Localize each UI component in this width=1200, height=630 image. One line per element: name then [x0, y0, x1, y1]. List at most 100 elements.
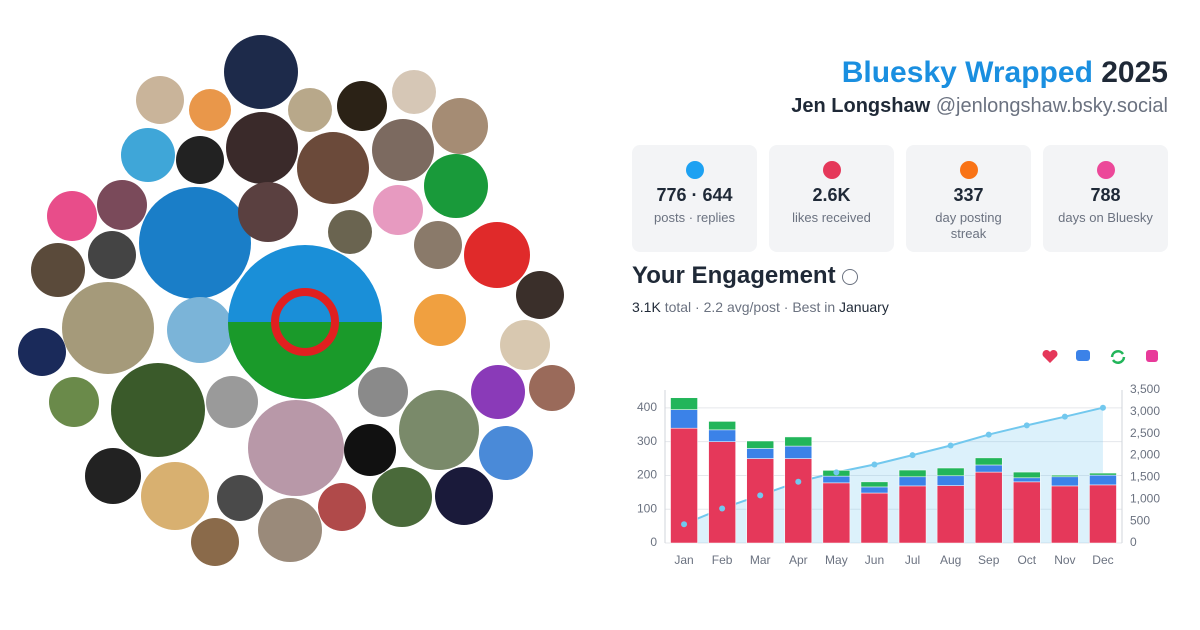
year: 2025 — [1101, 56, 1168, 89]
line-point — [795, 478, 802, 485]
stat-card: 776 · 644 posts · replies — [632, 145, 757, 252]
user-name: Jen Longshaw — [791, 95, 931, 117]
stat-icon — [822, 161, 841, 179]
bar-segment — [746, 458, 774, 544]
x-tick-label: Jul — [905, 553, 920, 567]
total: 3.1K — [632, 299, 661, 315]
bar-segment — [974, 464, 1003, 473]
bar-segment — [746, 440, 774, 449]
stat-value: 337 — [953, 185, 984, 205]
bar-segment — [860, 486, 889, 494]
summary: 3.1K total · 2.2 avg/post · Best in Janu… — [632, 299, 889, 315]
bar-segment — [708, 429, 736, 442]
bar-segment — [670, 397, 698, 410]
bar-segment — [1051, 485, 1079, 544]
bar-segment — [784, 458, 813, 544]
x-tick-label: Mar — [750, 553, 771, 567]
best-month: January — [839, 299, 889, 315]
line-point — [757, 492, 764, 499]
x-tick-label: Nov — [1054, 553, 1075, 567]
stat-icon — [959, 161, 978, 179]
stat-label: posts · replies — [654, 210, 735, 225]
x-tick-label: Oct — [1017, 553, 1036, 567]
section-title: Your Engagement — [632, 262, 859, 290]
bar-segment — [670, 409, 698, 429]
bar-segment — [784, 436, 813, 447]
stat-value: 788 — [1090, 185, 1121, 205]
avatar-cloud — [18, 35, 575, 566]
stat-label: likes received — [792, 210, 871, 225]
user: Jen Longshaw @jenlongshaw.bsky.social — [791, 95, 1168, 118]
line-point — [909, 452, 916, 459]
bar-segment — [822, 475, 851, 484]
line-point — [681, 521, 688, 528]
stat-card: 337 day posting streak — [906, 145, 1031, 252]
engagement-chart: 0 100 200 300 400 0 500 1,000 1,500 2,000 2,500 3,0… — [637, 382, 1160, 567]
bar-segment — [936, 467, 965, 477]
line-point — [871, 461, 878, 468]
y2-tick-label: 2,000 — [1130, 448, 1160, 462]
stat-icon — [1096, 161, 1115, 179]
stat-label: days on Bluesky — [1058, 210, 1153, 225]
bar-segment — [974, 457, 1003, 466]
y2-tick-label: 1,000 — [1130, 491, 1160, 505]
y2-tick-label: 3,000 — [1130, 404, 1160, 418]
stat-icon — [685, 161, 704, 179]
line-point — [1023, 422, 1030, 429]
line-point — [833, 469, 840, 476]
bar-segment — [784, 445, 813, 459]
bar-segment — [1051, 474, 1079, 478]
title-text: Bluesky Wrapped — [841, 56, 1093, 89]
bar-segment — [898, 469, 927, 478]
x-tick-label: Sep — [978, 553, 1000, 567]
bar-segment — [936, 475, 965, 486]
y2-tick-label: 1,500 — [1130, 470, 1160, 484]
line-point — [719, 505, 726, 512]
x-tick-label: Dec — [1092, 553, 1113, 567]
bar-segment — [1051, 476, 1079, 487]
bar-segment — [746, 448, 774, 459]
bar-segment — [1013, 477, 1041, 483]
line-point — [947, 442, 954, 449]
y2-tick-label: 2,500 — [1130, 426, 1160, 440]
bar-segment — [1089, 472, 1117, 476]
bar-segment — [1013, 471, 1041, 479]
bar-segment — [708, 421, 736, 431]
y2-tick-label: 0 — [1130, 535, 1137, 549]
bar-segment — [974, 471, 1003, 544]
line-point — [985, 431, 992, 438]
stat-label: day posting streak — [935, 210, 1002, 241]
x-tick-label: May — [825, 553, 848, 567]
bar-segment — [936, 485, 965, 544]
bar-segment — [860, 481, 889, 488]
bar-segment — [822, 482, 851, 544]
y2-tick-label: 500 — [1130, 513, 1150, 527]
summary-text: total · 2.2 avg/post · Best in — [664, 299, 836, 315]
handle: @jenlongshaw.bsky.social — [935, 95, 1168, 117]
bar-segment — [860, 492, 889, 544]
section-title-text: Your Engagement — [632, 262, 836, 289]
y-tick-label: 400 — [637, 400, 657, 414]
line-point — [1061, 413, 1068, 420]
x-tick-label: Apr — [789, 553, 808, 567]
stat-card: 788 days on Bluesky — [1043, 145, 1168, 252]
bar-segment — [708, 441, 736, 544]
legend-icons — [1042, 349, 1158, 364]
bar-segment — [1089, 484, 1117, 544]
y-tick-label: 0 — [650, 535, 657, 549]
y2-tick-label: 3,500 — [1130, 382, 1160, 396]
x-tick-label: Feb — [712, 553, 733, 567]
bar-segment — [898, 476, 927, 487]
y-tick-label: 300 — [637, 434, 657, 448]
x-tick-label: Jun — [865, 553, 884, 567]
x-tick-label: Jan — [674, 553, 693, 567]
bar-segment — [898, 485, 927, 544]
stat-value: 776 · 644 — [656, 185, 733, 205]
stat-card: 2.6K likes received — [769, 145, 894, 252]
stat-value: 2.6K — [812, 185, 851, 205]
bar-segment — [1089, 474, 1117, 486]
y-tick-label: 200 — [637, 468, 657, 482]
info-icon[interactable] — [842, 268, 859, 285]
